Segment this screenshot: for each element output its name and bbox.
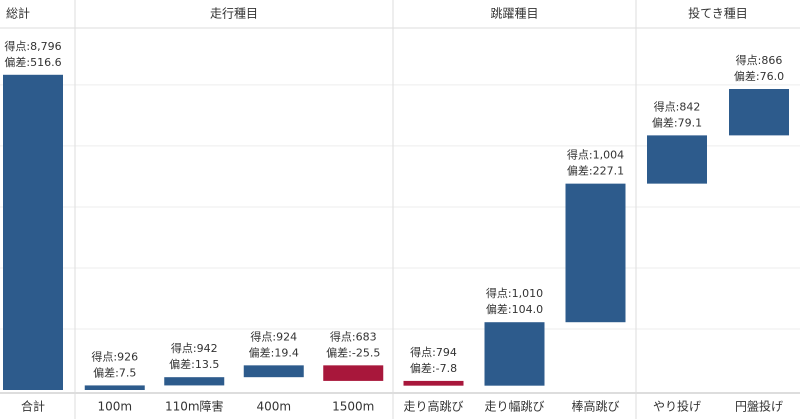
- group-title: 走行種目: [210, 7, 258, 21]
- bar: [565, 183, 626, 323]
- bar: [729, 89, 789, 136]
- value-label: 偏差:13.5: [169, 357, 219, 371]
- group-title: 跳躍種目: [490, 7, 538, 21]
- value-label: 偏差:7.5: [93, 365, 136, 379]
- group-title: 総計: [6, 6, 30, 21]
- value-label: 偏差:516.6: [4, 55, 61, 69]
- score-label: 得点:942: [171, 342, 218, 355]
- value-label: 偏差:-7.8: [410, 361, 457, 375]
- bar: [484, 322, 545, 386]
- x-tick-label: 110m障害: [165, 399, 224, 414]
- score-label: 得点:683: [330, 330, 377, 343]
- score-label: 得点:842: [654, 100, 701, 113]
- value-label: 偏差:76.0: [734, 69, 784, 83]
- group-title: 投てき種目: [688, 6, 748, 21]
- bar: [403, 380, 464, 386]
- score-label: 得点:1,004: [567, 149, 624, 162]
- x-tick-label: 100m: [97, 400, 132, 414]
- score-label: 得点:1,010: [486, 287, 543, 300]
- x-tick-label: 円盤投げ: [735, 399, 783, 414]
- value-label: 偏差:227.1: [567, 164, 624, 178]
- value-label: 偏差:19.4: [249, 345, 299, 359]
- x-tick-label: やり投げ: [653, 399, 701, 414]
- x-tick-label: 走り高跳び: [403, 399, 463, 414]
- x-tick-label: 400m: [256, 400, 291, 414]
- value-label: 偏差:104.0: [486, 302, 543, 316]
- score-label: 得点:794: [410, 346, 457, 359]
- score-label: 得点:866: [736, 54, 783, 67]
- bar: [84, 385, 145, 390]
- score-label: 得点:924: [250, 330, 297, 343]
- x-tick-label: 走り幅跳び: [484, 399, 544, 414]
- score-label: 得点:926: [91, 350, 138, 363]
- bar: [243, 365, 304, 378]
- x-tick-label: 棒高跳び: [571, 399, 619, 414]
- x-tick-label: 1500m: [332, 400, 374, 414]
- bar: [3, 74, 63, 390]
- x-tick-label: 合計: [21, 399, 45, 414]
- bar: [164, 377, 225, 386]
- bar: [323, 365, 384, 381]
- value-label: 偏差:79.1: [652, 115, 702, 129]
- value-label: 偏差:-25.5: [326, 345, 380, 359]
- bar: [647, 135, 707, 184]
- score-label: 得点:8,796: [4, 40, 61, 53]
